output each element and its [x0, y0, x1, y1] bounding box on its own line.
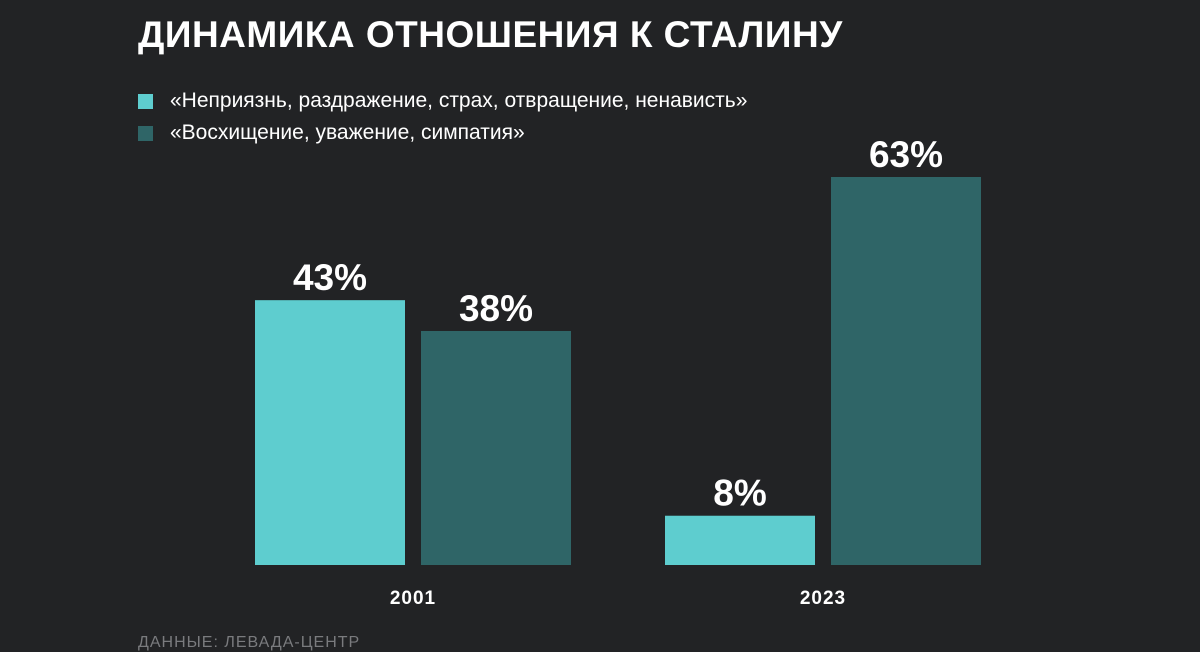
bar-2001-series-1 [421, 330, 571, 565]
source-note: ДАННЫЕ: ЛЕВАДА-ЦЕНТР [138, 634, 361, 651]
legend-label-dislike: «Неприязнь, раздражение, страх, отвращен… [170, 89, 748, 112]
chart-title: ДИНАМИКА ОТНОШЕНИЯ К СТАЛИНУ [138, 14, 843, 55]
data-label-2023-series-1: 63% [869, 134, 943, 175]
bar-2023-series-1 [831, 177, 981, 565]
data-label-2023-series-0: 8% [713, 473, 766, 514]
legend-item-dislike: «Неприязнь, раздражение, страх, отвращен… [138, 86, 747, 116]
legend-swatch-dislike [138, 93, 153, 109]
bar-2001-series-0 [255, 300, 405, 565]
x-tick-label-2023: 2023 [800, 588, 846, 609]
bar-2023-series-0 [665, 515, 815, 565]
legend-label-admiration: «Восхищение, уважение, симпатия» [170, 121, 525, 144]
legend-item-admiration: «Восхищение, уважение, симпатия» [138, 118, 747, 148]
x-tick-label-2001: 2001 [390, 588, 436, 609]
legend: «Неприязнь, раздражение, страх, отвращен… [138, 86, 747, 150]
data-label-2001-series-0: 43% [293, 257, 367, 298]
data-label-2001-series-1: 38% [459, 288, 533, 329]
legend-swatch-admiration [138, 125, 153, 141]
